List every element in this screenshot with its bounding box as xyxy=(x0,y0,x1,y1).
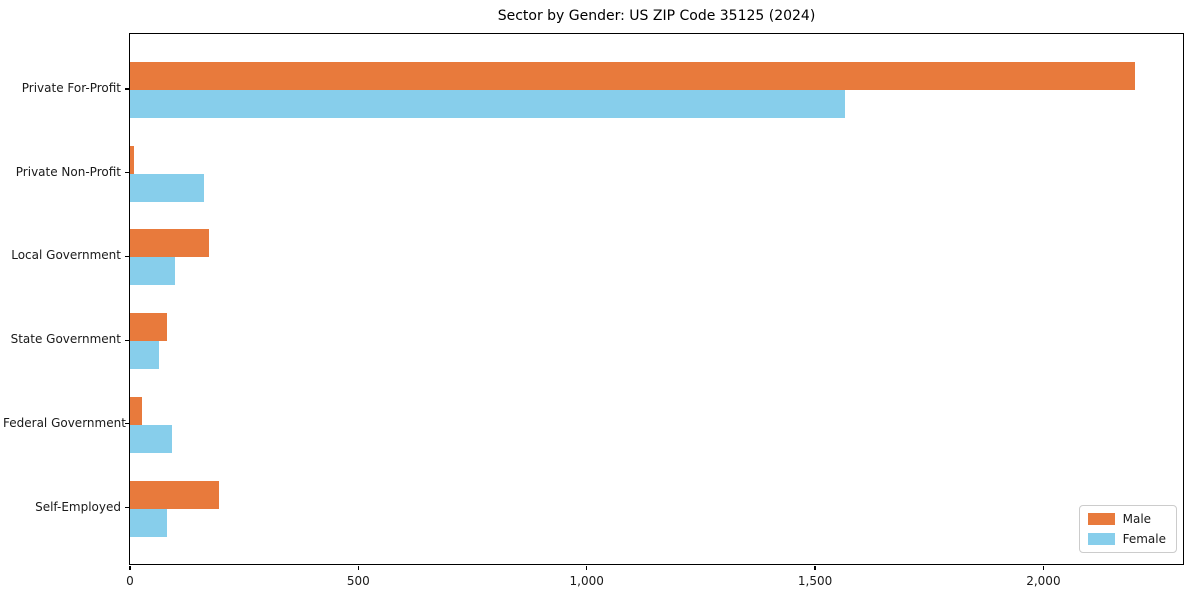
bar-male-self-employed xyxy=(130,480,219,509)
y-tick-mark xyxy=(125,172,129,174)
bar-female-state-government xyxy=(130,341,159,370)
chart-title: Sector by Gender: US ZIP Code 35125 (202… xyxy=(497,8,816,24)
x-tick-label-0: 0 xyxy=(126,574,134,588)
y-tick-label-private-for-profit: Private For-Profit xyxy=(21,81,121,95)
bar-female-private-non-profit xyxy=(130,173,204,202)
bar-female-local-government xyxy=(130,257,175,286)
x-tick-label-1-500: 1,500 xyxy=(797,574,833,588)
bar-female-federal-government xyxy=(130,424,173,453)
x-tick-mark xyxy=(357,566,359,570)
bar-female-self-employed xyxy=(130,508,168,537)
legend-label-female: Female xyxy=(1122,532,1166,546)
bar-male-local-government xyxy=(130,229,210,258)
male-swatch xyxy=(1087,513,1115,525)
y-tick-mark xyxy=(125,506,129,509)
x-tick-mark xyxy=(1042,566,1044,570)
x-tick-mark xyxy=(129,566,131,570)
y-tick-mark xyxy=(125,88,129,90)
female-swatch xyxy=(1087,533,1115,545)
legend-entry-female: Female xyxy=(1087,532,1166,546)
bar-female-private-for-profit xyxy=(130,90,845,118)
plot-area: 0 500 1,000 1,500 2,000 Male Female xyxy=(126,33,1184,588)
y-tick-mark xyxy=(125,423,129,425)
y-tick-label-local-government: Local Government xyxy=(11,248,121,263)
x-tick-mark xyxy=(586,566,588,570)
bar-male-private-for-profit xyxy=(130,62,1135,90)
bar-male-federal-government xyxy=(130,396,143,425)
y-tick-label-federal-government: Federal Government xyxy=(3,415,126,430)
bar-male-state-government xyxy=(130,313,168,342)
x-tick-label-1-000: 1,000 xyxy=(569,574,604,588)
y-tick-mark xyxy=(125,255,129,257)
y-tick-mark xyxy=(125,339,129,341)
x-tick-label-500: 500 xyxy=(346,574,370,588)
y-tick-label-state-government: State Government xyxy=(10,332,121,347)
y-tick-label-private-non-profit: Private Non-Profit xyxy=(15,164,121,179)
y-tick-label-self-employed: Self-Employed xyxy=(35,499,121,514)
x-tick-mark xyxy=(814,566,816,570)
legend-label-male: Male xyxy=(1122,512,1152,526)
legend: Male Female xyxy=(1078,505,1177,553)
legend-entry-male: Male xyxy=(1087,512,1166,526)
bar-male-private-non-profit xyxy=(130,145,135,174)
x-tick-label-2-000: 2,000 xyxy=(1026,574,1061,588)
